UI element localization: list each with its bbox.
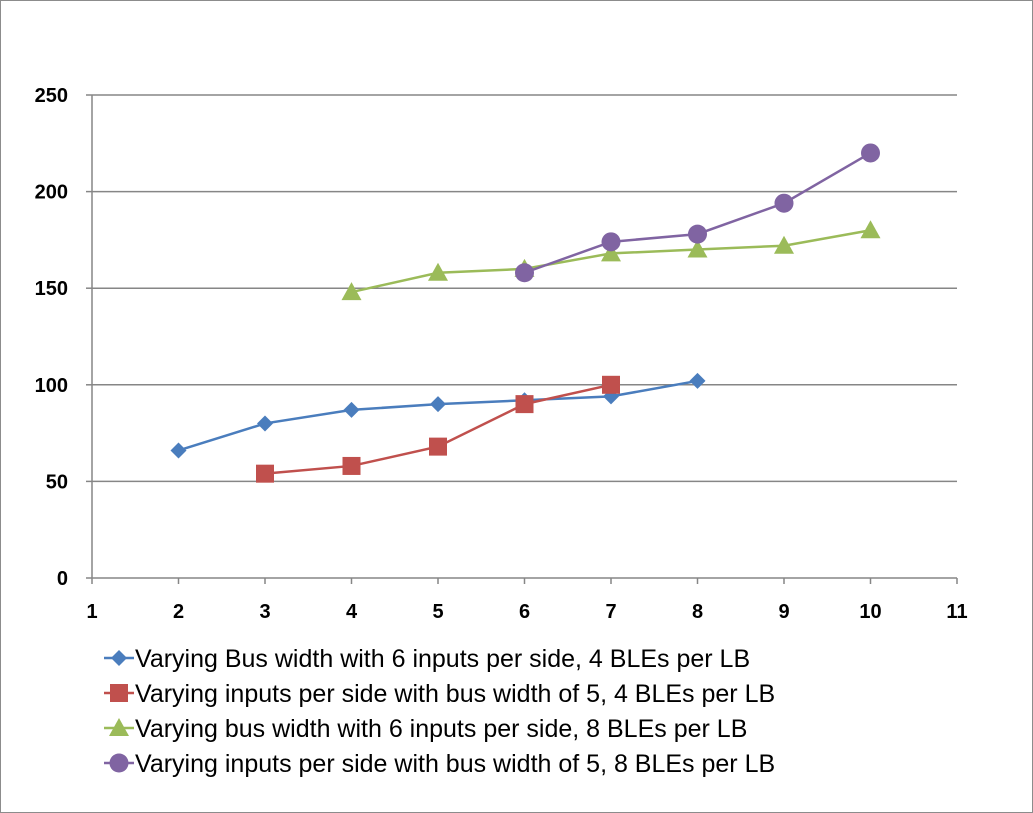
x-tick-label: 1	[86, 601, 97, 623]
legend-label: Varying Bus width with 6 inputs per side…	[135, 645, 750, 673]
legend-label: Varying inputs per side with bus width o…	[135, 680, 775, 708]
gridlines	[92, 94, 957, 483]
x-tick-label: 5	[432, 601, 443, 623]
y-tick-label: 250	[35, 85, 68, 107]
y-tick-label: 0	[57, 568, 68, 590]
data-point	[343, 401, 360, 418]
data-point	[861, 143, 880, 163]
legend-entry: Varying inputs per side with bus width o…	[104, 680, 775, 708]
data-point	[430, 396, 446, 413]
y-tick-label: 50	[46, 471, 68, 493]
legend-marker	[109, 753, 129, 773]
legend-marker	[110, 684, 128, 702]
series-2	[256, 375, 620, 483]
data-point	[774, 193, 794, 213]
x-tick-label: 3	[259, 601, 270, 623]
data-point	[601, 243, 621, 262]
y-tick-label: 100	[35, 375, 68, 397]
data-point	[688, 224, 707, 244]
data-point	[860, 220, 881, 239]
data-point	[342, 456, 361, 475]
data-point	[689, 372, 706, 389]
series-4	[515, 143, 880, 283]
y-axis-tick-labels: 0 50 100 150 200 250	[35, 85, 68, 590]
y-tick-label: 150	[35, 278, 68, 300]
y-tick-label: 200	[35, 182, 68, 204]
x-tick-label: 4	[346, 601, 358, 623]
legend-entry: Varying bus width with 6 inputs per side…	[104, 715, 747, 743]
axes	[86, 94, 958, 584]
data-point	[687, 239, 708, 258]
legend-entry: Varying inputs per side with bus width o…	[104, 750, 775, 778]
x-tick-label: 10	[859, 601, 881, 623]
data-point	[774, 235, 794, 254]
data-point	[602, 375, 620, 394]
data-point	[515, 395, 534, 414]
x-tick-label: 11	[946, 601, 967, 623]
legend-entry: Varying Bus width with 6 inputs per side…	[104, 645, 750, 673]
legend: Varying Bus width with 6 inputs per side…	[104, 645, 775, 778]
data-point	[515, 263, 534, 283]
legend-marker	[109, 718, 129, 736]
data-point	[170, 442, 187, 459]
data-point	[428, 262, 448, 281]
legend-label: Varying inputs per side with bus width o…	[135, 750, 775, 778]
x-tick-label: 9	[778, 601, 789, 623]
data-point	[601, 232, 621, 252]
data-point	[256, 464, 274, 483]
x-tick-label: 2	[173, 601, 184, 623]
series-layer	[170, 143, 881, 483]
x-tick-label: 6	[519, 601, 530, 623]
data-point	[257, 415, 273, 432]
series-1	[170, 372, 706, 459]
x-tick-label: 7	[605, 601, 616, 623]
data-point	[429, 437, 447, 456]
data-point	[341, 282, 362, 301]
x-axis-tick-labels: 1 2 3 4 5 6 7 8 9 10 11	[86, 601, 967, 623]
x-tick-label: 8	[692, 601, 703, 623]
legend-marker	[111, 650, 127, 666]
legend-label: Varying bus width with 6 inputs per side…	[135, 715, 747, 743]
